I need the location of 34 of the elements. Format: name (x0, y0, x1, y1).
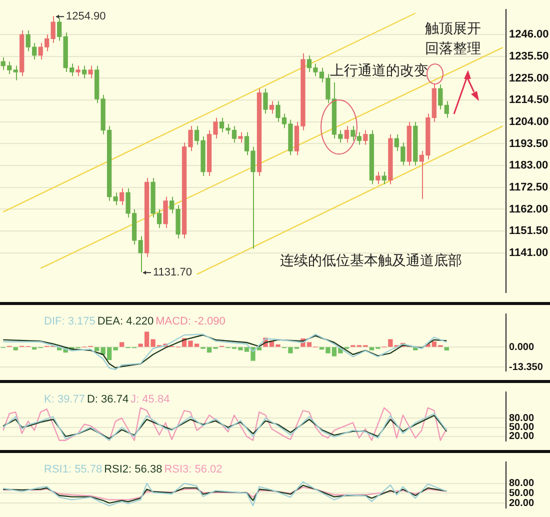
y-tick-label: 0.000 (509, 342, 534, 353)
y-tick-label: 50.00 (509, 422, 534, 434)
y-tick-label: 1204.00 (509, 116, 549, 128)
y-tick-label: 1141.00 (509, 246, 548, 259)
y-tick-label: 80.00 (509, 478, 534, 490)
y-tick-label: 1235.50 (509, 50, 549, 62)
annotation: 触顶展开 (425, 21, 481, 38)
y-tick-label: 1214.50 (509, 94, 549, 106)
series-label: RSI3: 56.02 (164, 464, 222, 476)
annotation: 上行通道的改变 (330, 63, 428, 80)
text: D: 36.74 (86, 394, 129, 406)
annotation: 回落整理 (425, 41, 481, 58)
annotation: 连续的低位基本触及通道底部 (280, 253, 462, 270)
series-label: K: 39.77 (44, 394, 85, 406)
y-tick-label: 50.00 (509, 488, 534, 499)
y-tick-label: 20.00 (509, 498, 534, 509)
y-tick-label: 80.00 (509, 412, 534, 424)
y-tick-label: 1172.50 (509, 181, 548, 194)
y-tick-label: 1193.50 (509, 138, 548, 150)
y-tick-label: 1151.50 (509, 225, 548, 238)
series-label: RSI2: 56.38 (104, 464, 162, 476)
series-label: DIF: 3.175 (44, 316, 96, 328)
y-tick-label: 1183.00 (509, 160, 548, 172)
series-label: RSI1: 55.78 (44, 464, 102, 476)
annotation: 1254.90 (66, 10, 106, 23)
series-label: MACD: -2.090 (156, 316, 226, 328)
y-tick-label: 1246.00 (509, 28, 549, 41)
text: DEA: 4.220 (97, 316, 154, 328)
y-tick-label: 20.00 (509, 431, 534, 442)
y-tick-label: 1225.00 (509, 72, 549, 84)
y-tick-label: -13.350 (509, 362, 544, 373)
series-label: J: 45.84 (130, 394, 170, 406)
annotation: 1131.70 (153, 266, 192, 279)
y-tick-label: 1162.00 (509, 203, 548, 216)
